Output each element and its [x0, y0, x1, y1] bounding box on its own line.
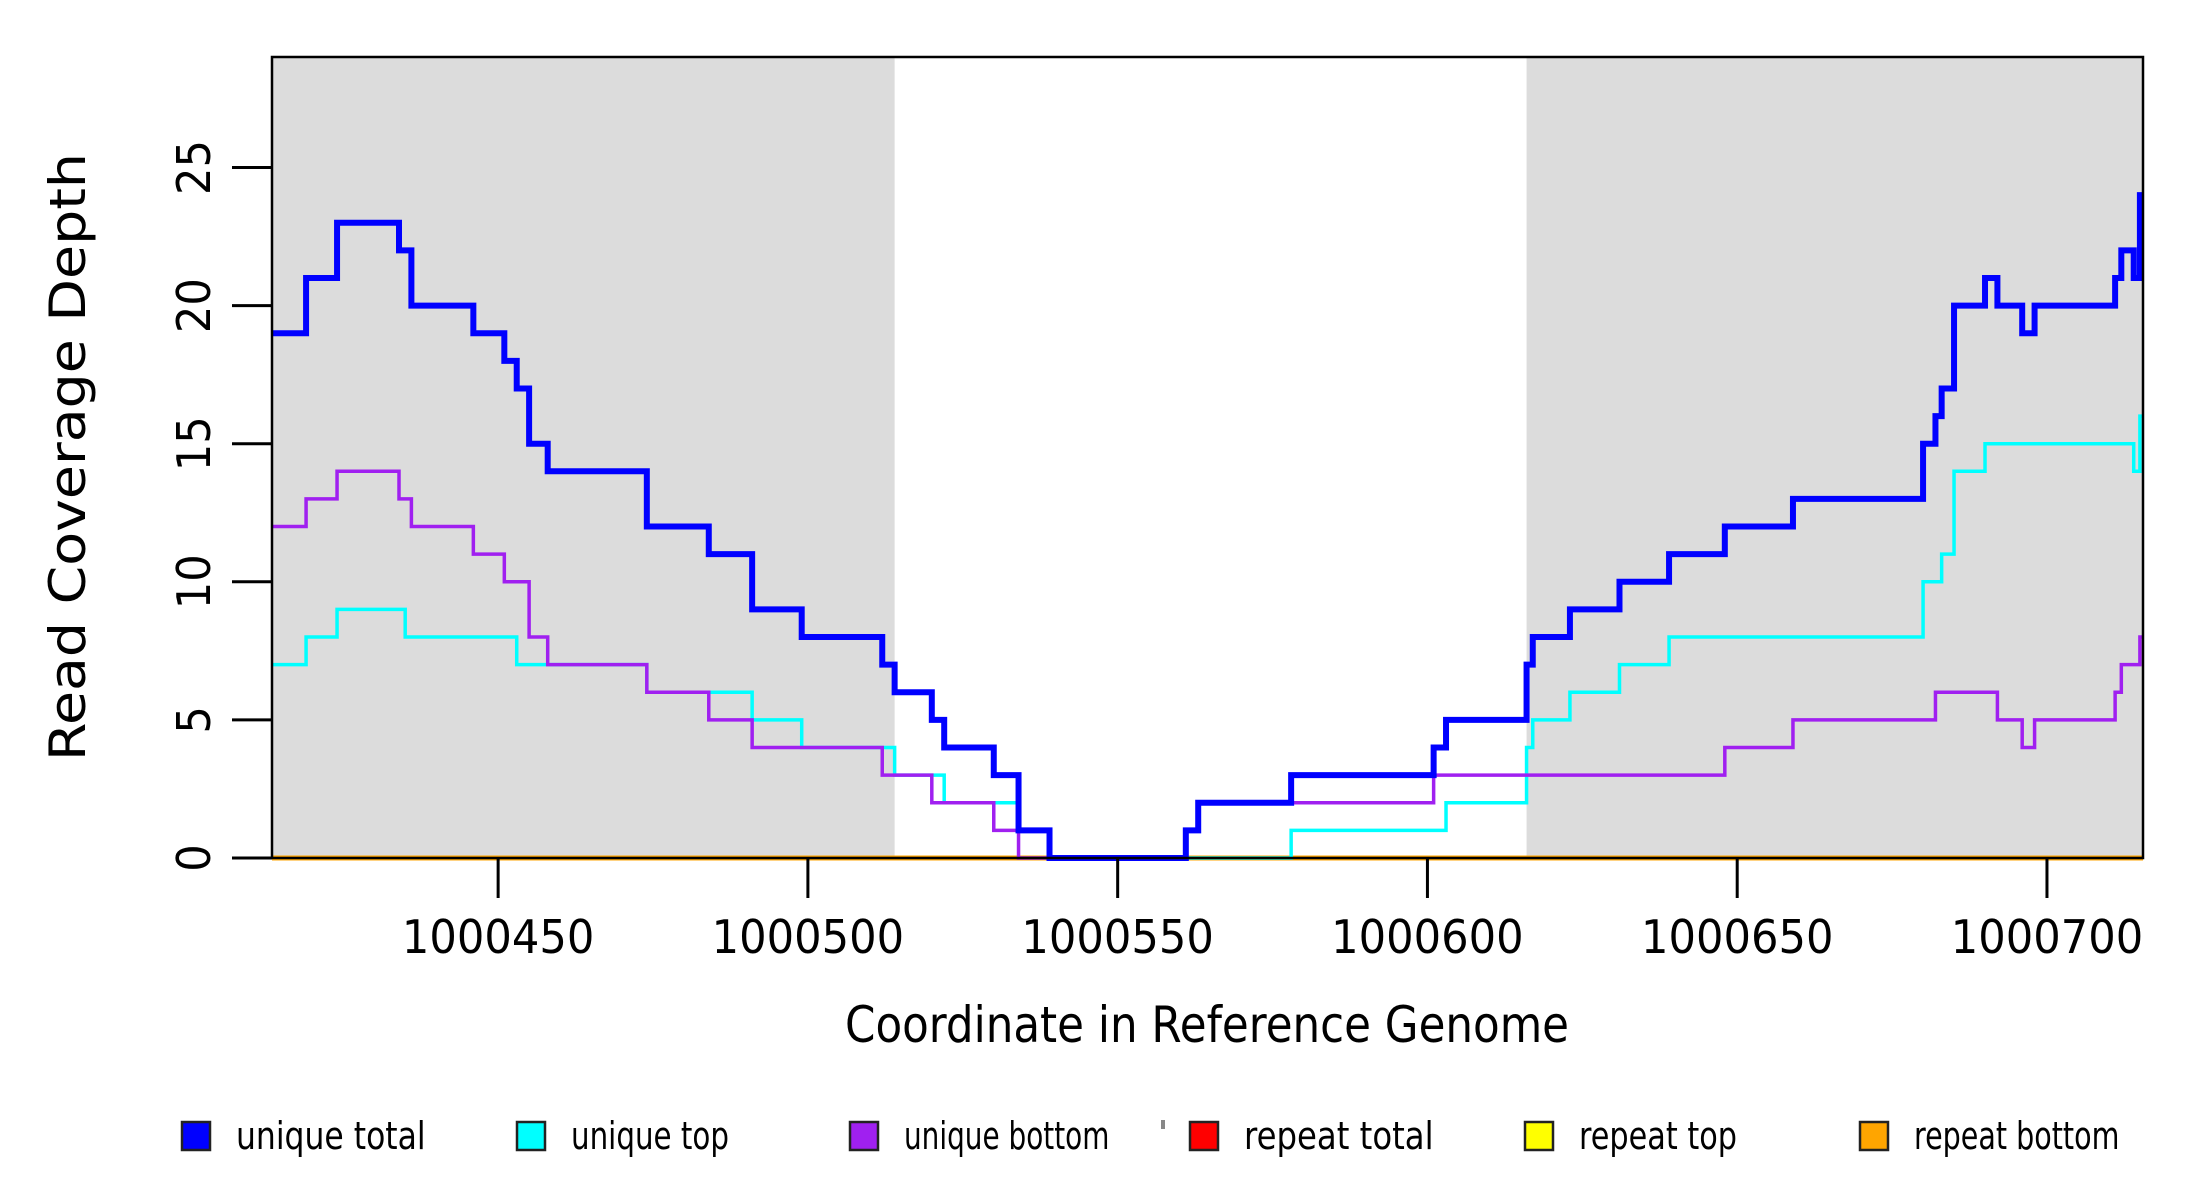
legend-item-repeat-bottom: repeat bottom [1858, 1114, 2119, 1158]
legend-label: unique total [236, 1114, 426, 1158]
legend-swatch-repeat-top [1523, 1120, 1555, 1152]
x-tick-label: 1000650 [1641, 910, 1834, 964]
legend-item-unique-total: unique total [180, 1114, 426, 1158]
x-axis-title: Coordinate in Reference Genome [845, 996, 1569, 1054]
y-tick-label: 10 [167, 554, 221, 609]
plot-box [270, 55, 2145, 860]
y-tick-label: 20 [167, 278, 221, 333]
y-tick-label: 15 [167, 416, 221, 471]
shaded-region-0 [272, 57, 895, 858]
legend-swatch-unique-top [515, 1120, 547, 1152]
x-tick-label: 1000500 [712, 910, 905, 964]
legend-item-unique-top: unique top [515, 1114, 729, 1158]
legend-label: repeat total [1244, 1114, 1434, 1158]
legend-swatch-unique-bottom [848, 1120, 880, 1152]
stray-mark [1161, 1120, 1165, 1129]
y-tick-label: 5 [167, 706, 221, 734]
series-line-unique-top [272, 414, 2143, 860]
plot-frame-layer [270, 55, 2145, 860]
legend-swatch-repeat-bottom [1858, 1120, 1890, 1152]
x-tick-label: 1000600 [1331, 910, 1524, 964]
legend-item-repeat-top: repeat top [1523, 1114, 1737, 1158]
y-tick-label: 25 [167, 140, 221, 195]
y-tick-label: 0 [167, 844, 221, 872]
legend-label: repeat bottom [1914, 1114, 2119, 1158]
legend-label: unique top [571, 1114, 729, 1158]
series-line-unique-bottom [272, 469, 2143, 860]
shaded-region-layer [272, 57, 2143, 858]
legend-label: unique bottom [904, 1114, 1109, 1158]
legend-item-repeat-total: repeat total [1188, 1114, 1434, 1158]
x-tick-label: 1000700 [1951, 910, 2144, 964]
x-tick-label: 1000450 [402, 910, 595, 964]
legend-swatch-repeat-total [1188, 1120, 1220, 1152]
series-line-unique-total [272, 192, 2143, 861]
x-tick-label: 1000550 [1021, 910, 1214, 964]
y-axis-title: Read Coverage Depth [39, 153, 97, 761]
shaded-region-1 [1526, 57, 2143, 858]
axis-ticks-layer [232, 165, 2049, 898]
legend: unique total unique top unique bottom repea… [180, 1114, 2119, 1158]
legend-swatch-unique-total [180, 1120, 212, 1152]
legend-label: repeat top [1579, 1114, 1737, 1158]
axis-tick-labels-layer: 1000450 1000500 1000550 1000600 1000650 10007… [167, 140, 2143, 964]
legend-item-unique-bottom: unique bottom [848, 1114, 1109, 1158]
